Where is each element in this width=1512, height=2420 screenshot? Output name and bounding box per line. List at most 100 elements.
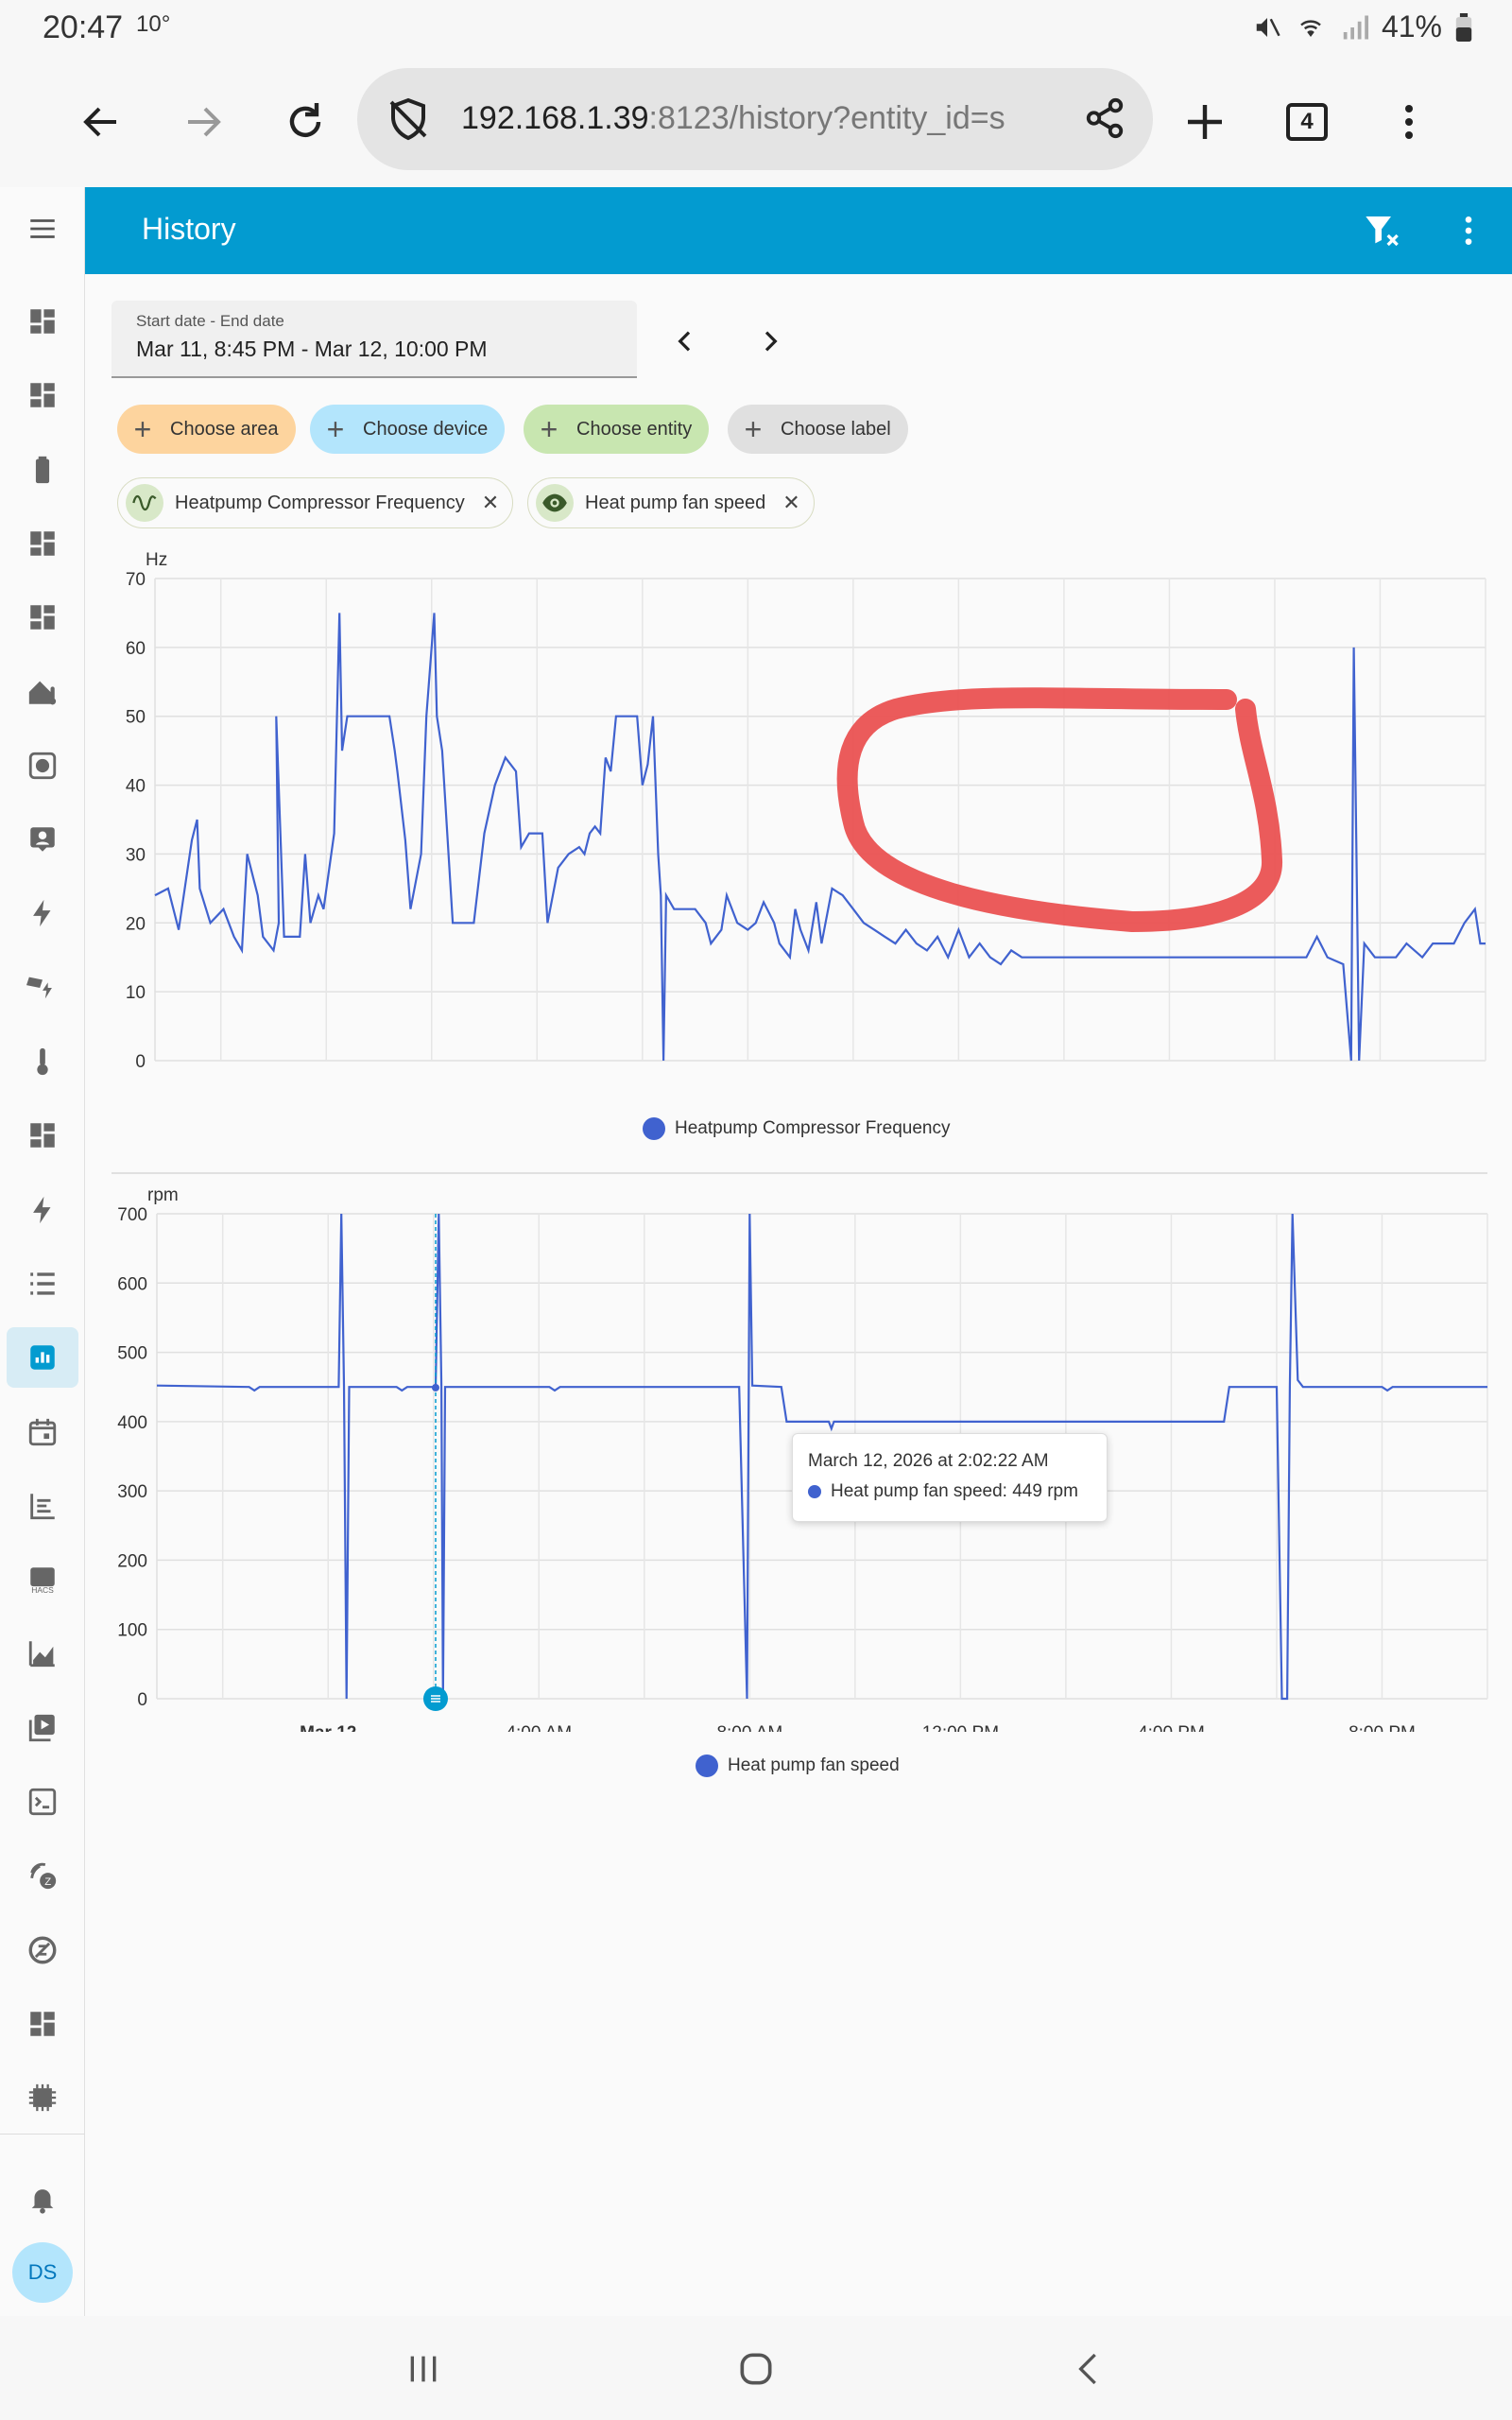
menu-icon[interactable] — [1366, 79, 1452, 164]
tabs-icon[interactable]: 4 — [1264, 79, 1349, 164]
choose-device-chip[interactable]: + Choose device — [310, 405, 506, 454]
entity-chip-label: Heatpump Compressor Frequency — [175, 492, 465, 513]
date-range-label: Start date - End date — [136, 312, 284, 330]
back-nav-icon[interactable] — [1060, 2342, 1117, 2395]
sidebar-item-dashboard[interactable] — [7, 1105, 78, 1166]
sidebar-item-dashboard[interactable] — [7, 1994, 78, 2054]
sidebar-item-dashboard[interactable] — [7, 587, 78, 648]
home-icon[interactable] — [728, 2342, 784, 2395]
logbook-icon — [30, 1494, 55, 1519]
list-icon — [30, 1272, 55, 1295]
sidebar-item-dashboard[interactable] — [7, 513, 78, 574]
overview-icon — [30, 309, 55, 334]
sidebar-item-hacs[interactable]: HACS — [7, 1549, 78, 1610]
sidebar-item-logbook[interactable] — [7, 1476, 78, 1536]
x-tick-label: 4:00 PM — [1138, 1723, 1205, 1732]
sidebar-item-zigbee[interactable]: Z — [7, 1845, 78, 1906]
y-tick-label: 60 — [126, 639, 146, 659]
wifi-icon — [1300, 20, 1321, 37]
sidebar-item-overview[interactable] — [7, 291, 78, 352]
y-tick-label: 0 — [137, 1690, 147, 1710]
y-tick-label: 100 — [117, 1621, 147, 1641]
series-line[interactable] — [154, 613, 1486, 1062]
choose-area-chip[interactable]: + Choose area — [117, 405, 296, 454]
overflow-menu-icon[interactable] — [1450, 212, 1487, 250]
chart2-legend[interactable]: Heat pump fan speed — [696, 1754, 900, 1777]
solar-power-icon — [26, 977, 52, 999]
forward-icon[interactable] — [161, 79, 246, 164]
date-range-picker[interactable]: Start date - End date Mar 11, 8:45 PM - … — [112, 301, 637, 378]
recents-icon[interactable] — [395, 2342, 452, 2395]
fan-speed-chart[interactable]: rpm 0 100 200 300 400 500 600 700 Mar 12 4:00 AM 8:… — [112, 1184, 1491, 1732]
choose-area-label: Choose area — [170, 418, 279, 440]
sidebar-item-chip[interactable] — [7, 2067, 78, 2128]
thermometer-icon — [37, 1047, 48, 1076]
remove-entity-icon[interactable]: ✕ — [481, 491, 500, 514]
sidebar-item-battery[interactable] — [7, 440, 78, 500]
address-bar[interactable]: 192.168.1.39:8123/history?entity_id=s — [357, 68, 1153, 170]
chart1-legend[interactable]: Heatpump Compressor Frequency — [643, 1117, 950, 1140]
sidebar-menu-toggle[interactable] — [7, 199, 78, 259]
sidebar-item-home-thermometer[interactable] — [7, 662, 78, 722]
compressor-frequency-chart[interactable]: Hz010203040506070Mar 124:00 AM8:00 AM12:… — [112, 548, 1491, 1078]
legend-label: Heat pump fan speed — [728, 1755, 900, 1775]
user-avatar[interactable]: DS — [12, 2242, 73, 2303]
previous-period-button[interactable] — [662, 318, 709, 365]
plus-icon: + — [540, 412, 558, 446]
share-icon[interactable] — [1083, 96, 1126, 140]
y-tick-label: 200 — [117, 1551, 147, 1571]
tab-count: 4 — [1286, 103, 1328, 141]
hacs-icon: HACS — [30, 1567, 55, 1595]
sidebar-item-dashboard[interactable] — [7, 365, 78, 425]
status-bar: 20:47 10° 41% — [0, 0, 1512, 57]
chevron-right-icon — [765, 331, 778, 352]
terminal-icon — [28, 1788, 57, 1816]
dashboard-icon — [30, 605, 55, 630]
y-tick-label: 40 — [126, 777, 146, 797]
y-unit-label: rpm — [147, 1185, 179, 1205]
y-tick-label: 600 — [117, 1274, 147, 1294]
entity-chip-compressor-frequency[interactable]: Heatpump Compressor Frequency ✕ — [117, 477, 514, 528]
sidebar-item-media[interactable] — [7, 1698, 78, 1758]
choose-label-chip[interactable]: + Choose label — [728, 405, 908, 454]
shield-off-icon[interactable] — [386, 96, 431, 142]
series-line[interactable] — [156, 1213, 1487, 1701]
choose-device-label: Choose device — [363, 418, 489, 440]
sidebar-item-account-box[interactable] — [7, 809, 78, 870]
sidebar-item-chart[interactable] — [7, 1623, 78, 1684]
sidebar-item-lightning[interactable] — [7, 883, 78, 943]
url-text[interactable]: 192.168.1.39:8123/history?entity_id=s — [461, 100, 1038, 137]
tooltip-series-dot — [808, 1485, 821, 1498]
sidebar-item-lightning[interactable] — [7, 1180, 78, 1240]
status-temperature: 10° — [136, 11, 171, 37]
sidebar-item-terminal[interactable] — [7, 1772, 78, 1832]
y-tick-label: 30 — [126, 845, 146, 865]
sidebar-item-zwave[interactable] — [7, 1920, 78, 1980]
choose-entity-chip[interactable]: + Choose entity — [524, 405, 710, 454]
battery-icon — [35, 456, 50, 483]
tooltip-value: Heat pump fan speed: 449 rpm — [831, 1481, 1078, 1501]
entity-chip-fan-speed[interactable]: Heat pump fan speed ✕ — [527, 477, 815, 528]
remove-entity-icon[interactable]: ✕ — [782, 491, 800, 514]
x-tick-label: 4:00 AM — [506, 1723, 572, 1732]
sidebar-item-bell[interactable] — [7, 2169, 78, 2229]
filter-clear-icon[interactable] — [1363, 212, 1400, 250]
sidebar-item-calendar[interactable] — [7, 1402, 78, 1462]
legend-label: Heatpump Compressor Frequency — [675, 1118, 951, 1138]
history-icon — [30, 1345, 55, 1370]
sidebar-item-history[interactable] — [7, 1327, 78, 1389]
sidebar-item-camera[interactable] — [7, 735, 78, 796]
sidebar-item-solar-power[interactable] — [7, 958, 78, 1018]
sidebar-item-list[interactable] — [7, 1253, 78, 1314]
next-period-button[interactable] — [747, 318, 794, 365]
reload-icon[interactable] — [263, 79, 348, 164]
sidebar-item-thermometer[interactable] — [7, 1031, 78, 1092]
new-tab-icon[interactable] — [1162, 79, 1247, 164]
back-icon[interactable] — [59, 79, 144, 164]
hamburger-icon[interactable] — [26, 213, 59, 245]
x-tick-label: 8:00 AM — [716, 1723, 782, 1732]
zigbee-icon: Z — [30, 1863, 57, 1890]
svg-text:HACS: HACS — [31, 1585, 54, 1595]
sidebar: HACS Z — [0, 187, 85, 2316]
status-time: 20:47 — [43, 9, 124, 45]
